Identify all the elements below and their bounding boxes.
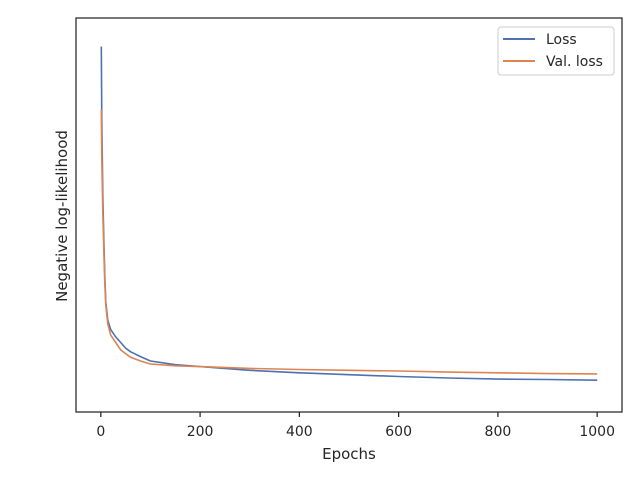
series-lines	[100, 46, 598, 381]
x-tick-label: 1000	[579, 424, 615, 440]
x-tick-label: 400	[286, 424, 313, 440]
x-tick-label: 200	[187, 424, 214, 440]
x-tick-label: 800	[485, 424, 512, 440]
x-axis-label: Epochs	[322, 445, 376, 463]
legend-label-2: Val. loss	[546, 54, 603, 70]
series-line-1	[100, 46, 598, 381]
plot-frame	[75, 17, 623, 413]
y-axis-label: Negative log-likelihood	[53, 130, 71, 302]
x-axis-ticks: 0 200 400 600 800 1000	[96, 412, 615, 440]
x-tick-label: 600	[385, 424, 412, 440]
legend: Loss Val. loss	[497, 26, 615, 76]
legend-label-1: Loss	[546, 32, 577, 48]
series-line-2	[100, 109, 598, 375]
x-tick-label: 0	[96, 424, 105, 440]
